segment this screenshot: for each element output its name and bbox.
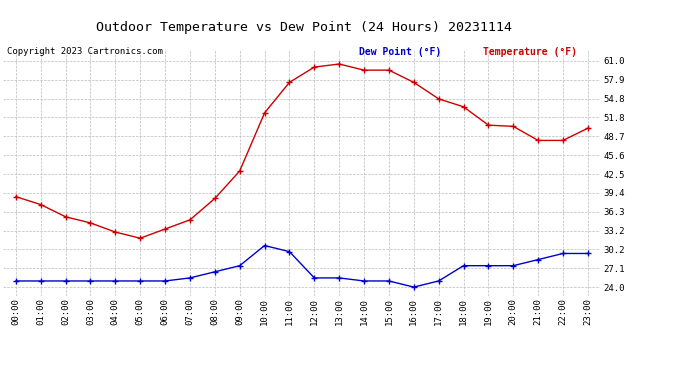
Text: Dew Point (°F): Dew Point (°F) (359, 47, 441, 57)
Text: Outdoor Temperature vs Dew Point (24 Hours) 20231114: Outdoor Temperature vs Dew Point (24 Hou… (96, 21, 511, 34)
Text: Temperature (°F): Temperature (°F) (483, 47, 577, 57)
Text: Copyright 2023 Cartronics.com: Copyright 2023 Cartronics.com (7, 47, 163, 56)
